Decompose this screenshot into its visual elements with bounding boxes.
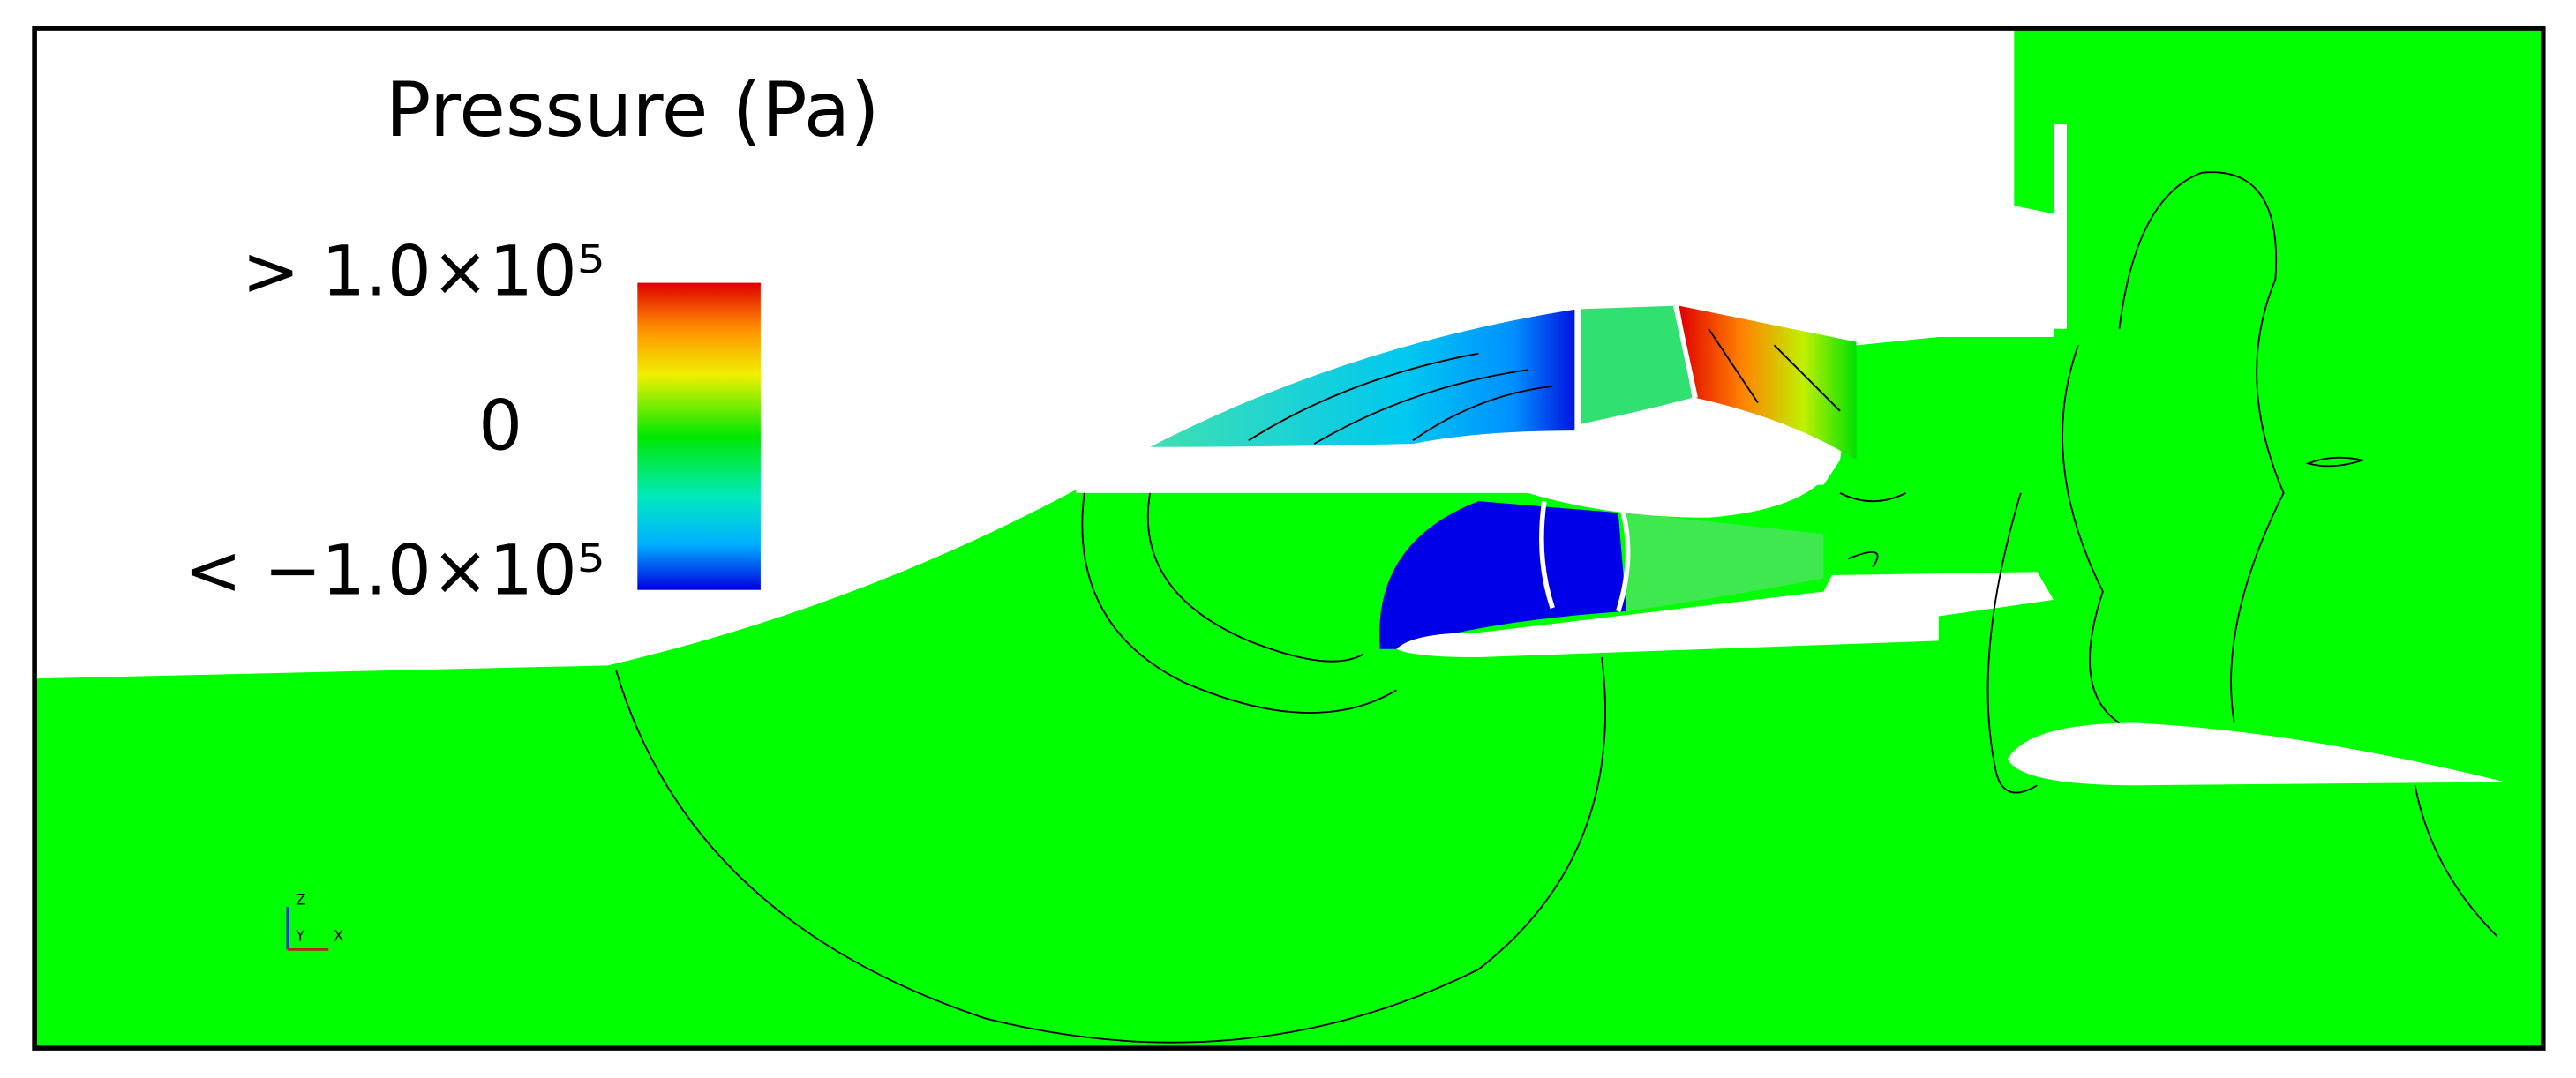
rotor-region — [1679, 305, 1857, 460]
lower-recovery — [1626, 513, 1824, 611]
colorbar — [637, 282, 761, 590]
colorbar-label: > 1.0×10⁵ — [242, 232, 605, 312]
legend-title: Pressure (Pa) — [386, 67, 880, 154]
contour-line — [1986, 492, 2498, 938]
contour-line — [2305, 456, 2366, 468]
contour-line — [1081, 492, 1397, 714]
flow-field — [35, 29, 2543, 1049]
colorbar-label: 0 — [478, 386, 522, 467]
colorbar-label: < −1.0×10⁵ — [184, 530, 605, 610]
blade-row — [1673, 305, 1698, 399]
contour-line — [2062, 171, 2285, 724]
airfoil — [2007, 722, 2505, 786]
lower-low-pressure — [1379, 501, 1626, 649]
contour-line — [1248, 352, 1553, 445]
blade-row — [1539, 500, 1631, 612]
stator-region — [1580, 305, 1693, 424]
frame — [32, 26, 2546, 1051]
contour-line — [1146, 492, 1364, 663]
center-body — [1076, 429, 1832, 518]
lower-cowl — [1396, 572, 2054, 658]
contour-line — [1708, 328, 1906, 568]
triad-label: X — [334, 927, 343, 945]
pylon-slot — [2054, 124, 2067, 329]
inlet-region — [1150, 309, 1578, 447]
triad-label: Y — [295, 927, 305, 945]
triad-label: Z — [296, 891, 305, 909]
contour-line — [615, 656, 1606, 1044]
